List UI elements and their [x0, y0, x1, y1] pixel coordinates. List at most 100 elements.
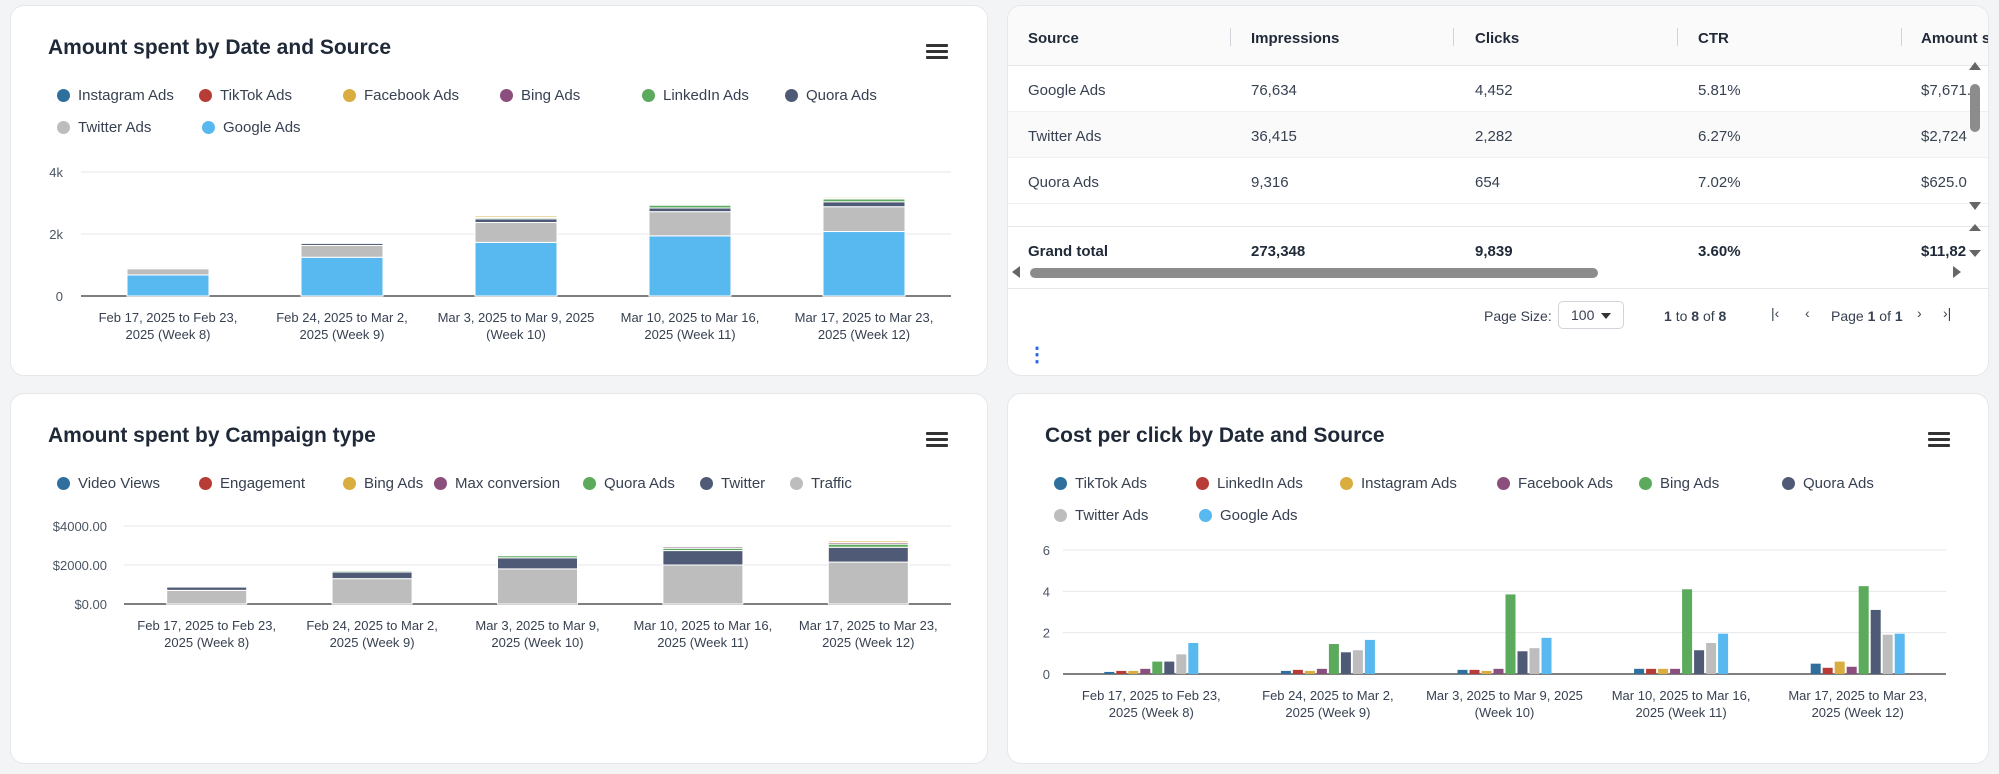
chart-card-cpc-by-source: Cost per click by Date and Source TikTok… — [1007, 393, 1989, 764]
column-separator[interactable] — [1677, 28, 1678, 46]
bar-segment — [331, 571, 413, 580]
vertical-scroll-down-icon[interactable] — [1969, 202, 1981, 210]
x-tick-label: Mar 3, 2025 to Mar 9, — [475, 618, 599, 633]
first-page-icon[interactable]: |‹ — [1771, 305, 1780, 321]
horizontal-scroll-right-icon[interactable] — [1953, 266, 1961, 278]
bar-segment — [827, 546, 909, 563]
legend-item[interactable]: Engagement — [199, 475, 305, 492]
legend-item[interactable]: Instagram Ads — [57, 87, 174, 104]
bar — [1529, 648, 1540, 674]
legend-item[interactable]: Quora Ads — [1782, 475, 1874, 492]
legend-item[interactable]: Quora Ads — [583, 475, 675, 492]
bar — [1481, 670, 1492, 674]
bar-segment — [300, 256, 384, 297]
page-indicator: Page 1 of 1 — [1831, 308, 1903, 324]
column-separator[interactable] — [1901, 28, 1902, 46]
bar-segment — [648, 207, 732, 213]
more-options-icon[interactable]: ⋮ — [1027, 344, 1047, 366]
legend-marker-icon — [343, 89, 356, 102]
legend-item[interactable]: Bing Ads — [500, 87, 580, 104]
legend-marker-icon — [1054, 509, 1067, 522]
legend-item[interactable]: TikTok Ads — [1054, 475, 1147, 492]
row-range-of: of — [1702, 308, 1715, 324]
next-page-icon[interactable]: › — [1917, 305, 1922, 321]
column-header-amount[interactable]: Amount s — [1921, 30, 1989, 47]
legend-item[interactable]: LinkedIn Ads — [642, 87, 749, 104]
bar-segment — [166, 589, 248, 605]
table-header: Source Impressions Clicks CTR Amount s — [1008, 6, 1988, 66]
column-header-impressions[interactable]: Impressions — [1251, 30, 1340, 47]
column-header-ctr[interactable]: CTR — [1698, 30, 1729, 47]
legend-item[interactable]: Bing Ads — [343, 475, 423, 492]
previous-page-icon[interactable]: ‹ — [1805, 305, 1810, 321]
legend-item[interactable]: Twitter Ads — [57, 119, 151, 136]
legend-item[interactable]: LinkedIn Ads — [1196, 475, 1303, 492]
table-row[interactable]: Quora Ads 9,316 654 7.02% $625.0 — [1008, 158, 1988, 204]
footer-scroll-up-icon[interactable] — [1969, 224, 1981, 231]
bar — [1634, 668, 1645, 674]
legend-marker-icon — [57, 89, 70, 102]
bar — [1658, 668, 1669, 674]
page-size-select[interactable]: 100 — [1558, 301, 1624, 329]
vertical-scroll-up-icon[interactable] — [1969, 62, 1981, 70]
legend-item[interactable]: Max conversion — [434, 475, 560, 492]
legend-label: Instagram Ads — [1361, 475, 1457, 492]
chart-menu-icon[interactable] — [926, 432, 948, 450]
y-tick-label: $2000.00 — [53, 558, 107, 573]
row-range-end: 8 — [1691, 308, 1700, 324]
legend-item[interactable]: Traffic — [790, 475, 852, 492]
total-clicks: 9,839 — [1475, 243, 1513, 260]
vertical-scrollbar-thumb[interactable] — [1970, 84, 1980, 132]
footer-scroll-down-icon[interactable] — [1969, 250, 1981, 257]
legend-item[interactable]: Facebook Ads — [343, 87, 459, 104]
chart-menu-icon[interactable] — [1928, 432, 1950, 450]
legend-item[interactable]: Bing Ads — [1639, 475, 1719, 492]
legend-label: Traffic — [811, 475, 852, 492]
bar — [1176, 654, 1187, 674]
cell-amount: $2,724 — [1921, 128, 1967, 145]
horizontal-scroll-left-icon[interactable] — [1012, 266, 1020, 278]
last-page-icon[interactable]: ›| — [1943, 305, 1952, 321]
column-header-clicks[interactable]: Clicks — [1475, 30, 1520, 47]
y-tick-label: $4000.00 — [53, 519, 107, 534]
total-impressions: 273,348 — [1251, 243, 1306, 260]
legend-item[interactable]: Google Ads — [1199, 507, 1298, 524]
legend-item[interactable]: Instagram Ads — [1340, 475, 1457, 492]
legend-item[interactable]: Quora Ads — [785, 87, 877, 104]
cell-ctr: 5.81% — [1698, 82, 1741, 99]
bar — [1694, 650, 1705, 674]
legend-item[interactable]: Twitter — [700, 475, 765, 492]
column-separator[interactable] — [1230, 28, 1231, 46]
horizontal-scrollbar-thumb[interactable] — [1030, 268, 1598, 278]
pagination-bar: Page Size: 100 1 to 8 of 8 |‹ ‹ Page 1 o… — [1008, 288, 1988, 342]
table-row[interactable]: Twitter Ads 36,415 2,282 6.27% $2,724 — [1008, 112, 1988, 158]
x-tick-label: Mar 3, 2025 to Mar 9, 2025 — [1426, 688, 1583, 703]
x-tick-label: 2025 (Week 12) — [818, 327, 910, 342]
bar — [1188, 643, 1199, 674]
legend-item[interactable]: Google Ads — [202, 119, 301, 136]
legend-marker-icon — [1199, 509, 1212, 522]
row-range-start: 1 — [1664, 308, 1672, 324]
chart-menu-icon[interactable] — [926, 44, 948, 62]
chart-plot: 0 2 4 6 Feb 17, 2025 to Feb 23, 2025 (Week 8)… — [1043, 544, 1946, 720]
legend-item[interactable]: Twitter Ads — [1054, 507, 1148, 524]
bar — [1882, 634, 1893, 674]
column-header-source[interactable]: Source — [1028, 30, 1079, 47]
x-tick-label: 2025 (Week 9) — [330, 635, 415, 650]
column-separator[interactable] — [1453, 28, 1454, 46]
legend-item[interactable]: TikTok Ads — [199, 87, 292, 104]
page-word: Page — [1831, 308, 1864, 324]
legend-item[interactable]: Facebook Ads — [1497, 475, 1613, 492]
total-label: Grand total — [1028, 243, 1109, 260]
bar — [1870, 609, 1881, 674]
bar — [1164, 661, 1175, 674]
legend-item[interactable]: Video Views — [57, 475, 160, 492]
legend-label: Google Ads — [223, 119, 301, 136]
legend-marker-icon — [1782, 477, 1795, 490]
legend-marker-icon — [790, 477, 803, 490]
table-row[interactable]: Google Ads 76,634 4,452 5.81% $7,671. — [1008, 66, 1988, 112]
bar — [1352, 650, 1363, 674]
legend-label: TikTok Ads — [220, 87, 292, 104]
legend-label: Bing Ads — [521, 87, 581, 104]
bar-segment — [331, 578, 413, 605]
